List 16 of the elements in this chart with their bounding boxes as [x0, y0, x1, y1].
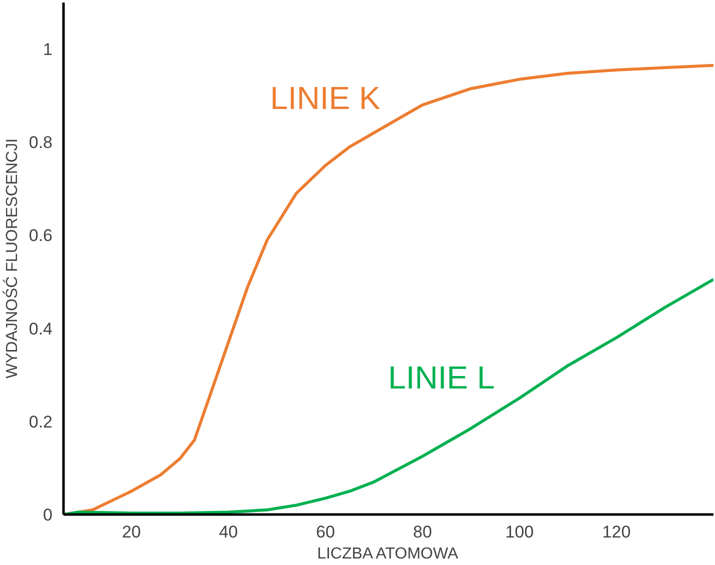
- x-tick-label: 60: [316, 522, 335, 542]
- x-axis-title: LICZBA ATOMOWA: [317, 546, 458, 562]
- x-tick-label: 100: [505, 522, 534, 542]
- y-tick-label: 1: [43, 40, 53, 60]
- x-tick-label: 20: [122, 522, 141, 542]
- y-tick-label: 0.2: [28, 412, 53, 432]
- y-tick-label: 0.4: [28, 319, 53, 338]
- series-label: LINIE K: [270, 80, 380, 116]
- x-tick-label: 80: [413, 522, 432, 542]
- y-tick-label: 0: [43, 506, 53, 524]
- y-tick-label: 0.8: [28, 133, 53, 152]
- x-tick-label: 120: [602, 522, 631, 542]
- x-tick-label: 40: [218, 522, 238, 542]
- y-tick-label: 0.6: [28, 226, 53, 246]
- y-axis-title: WYDAJNOŚĆ FLUORESCENCJI: [2, 138, 21, 379]
- series-label: LINIE L: [388, 359, 495, 396]
